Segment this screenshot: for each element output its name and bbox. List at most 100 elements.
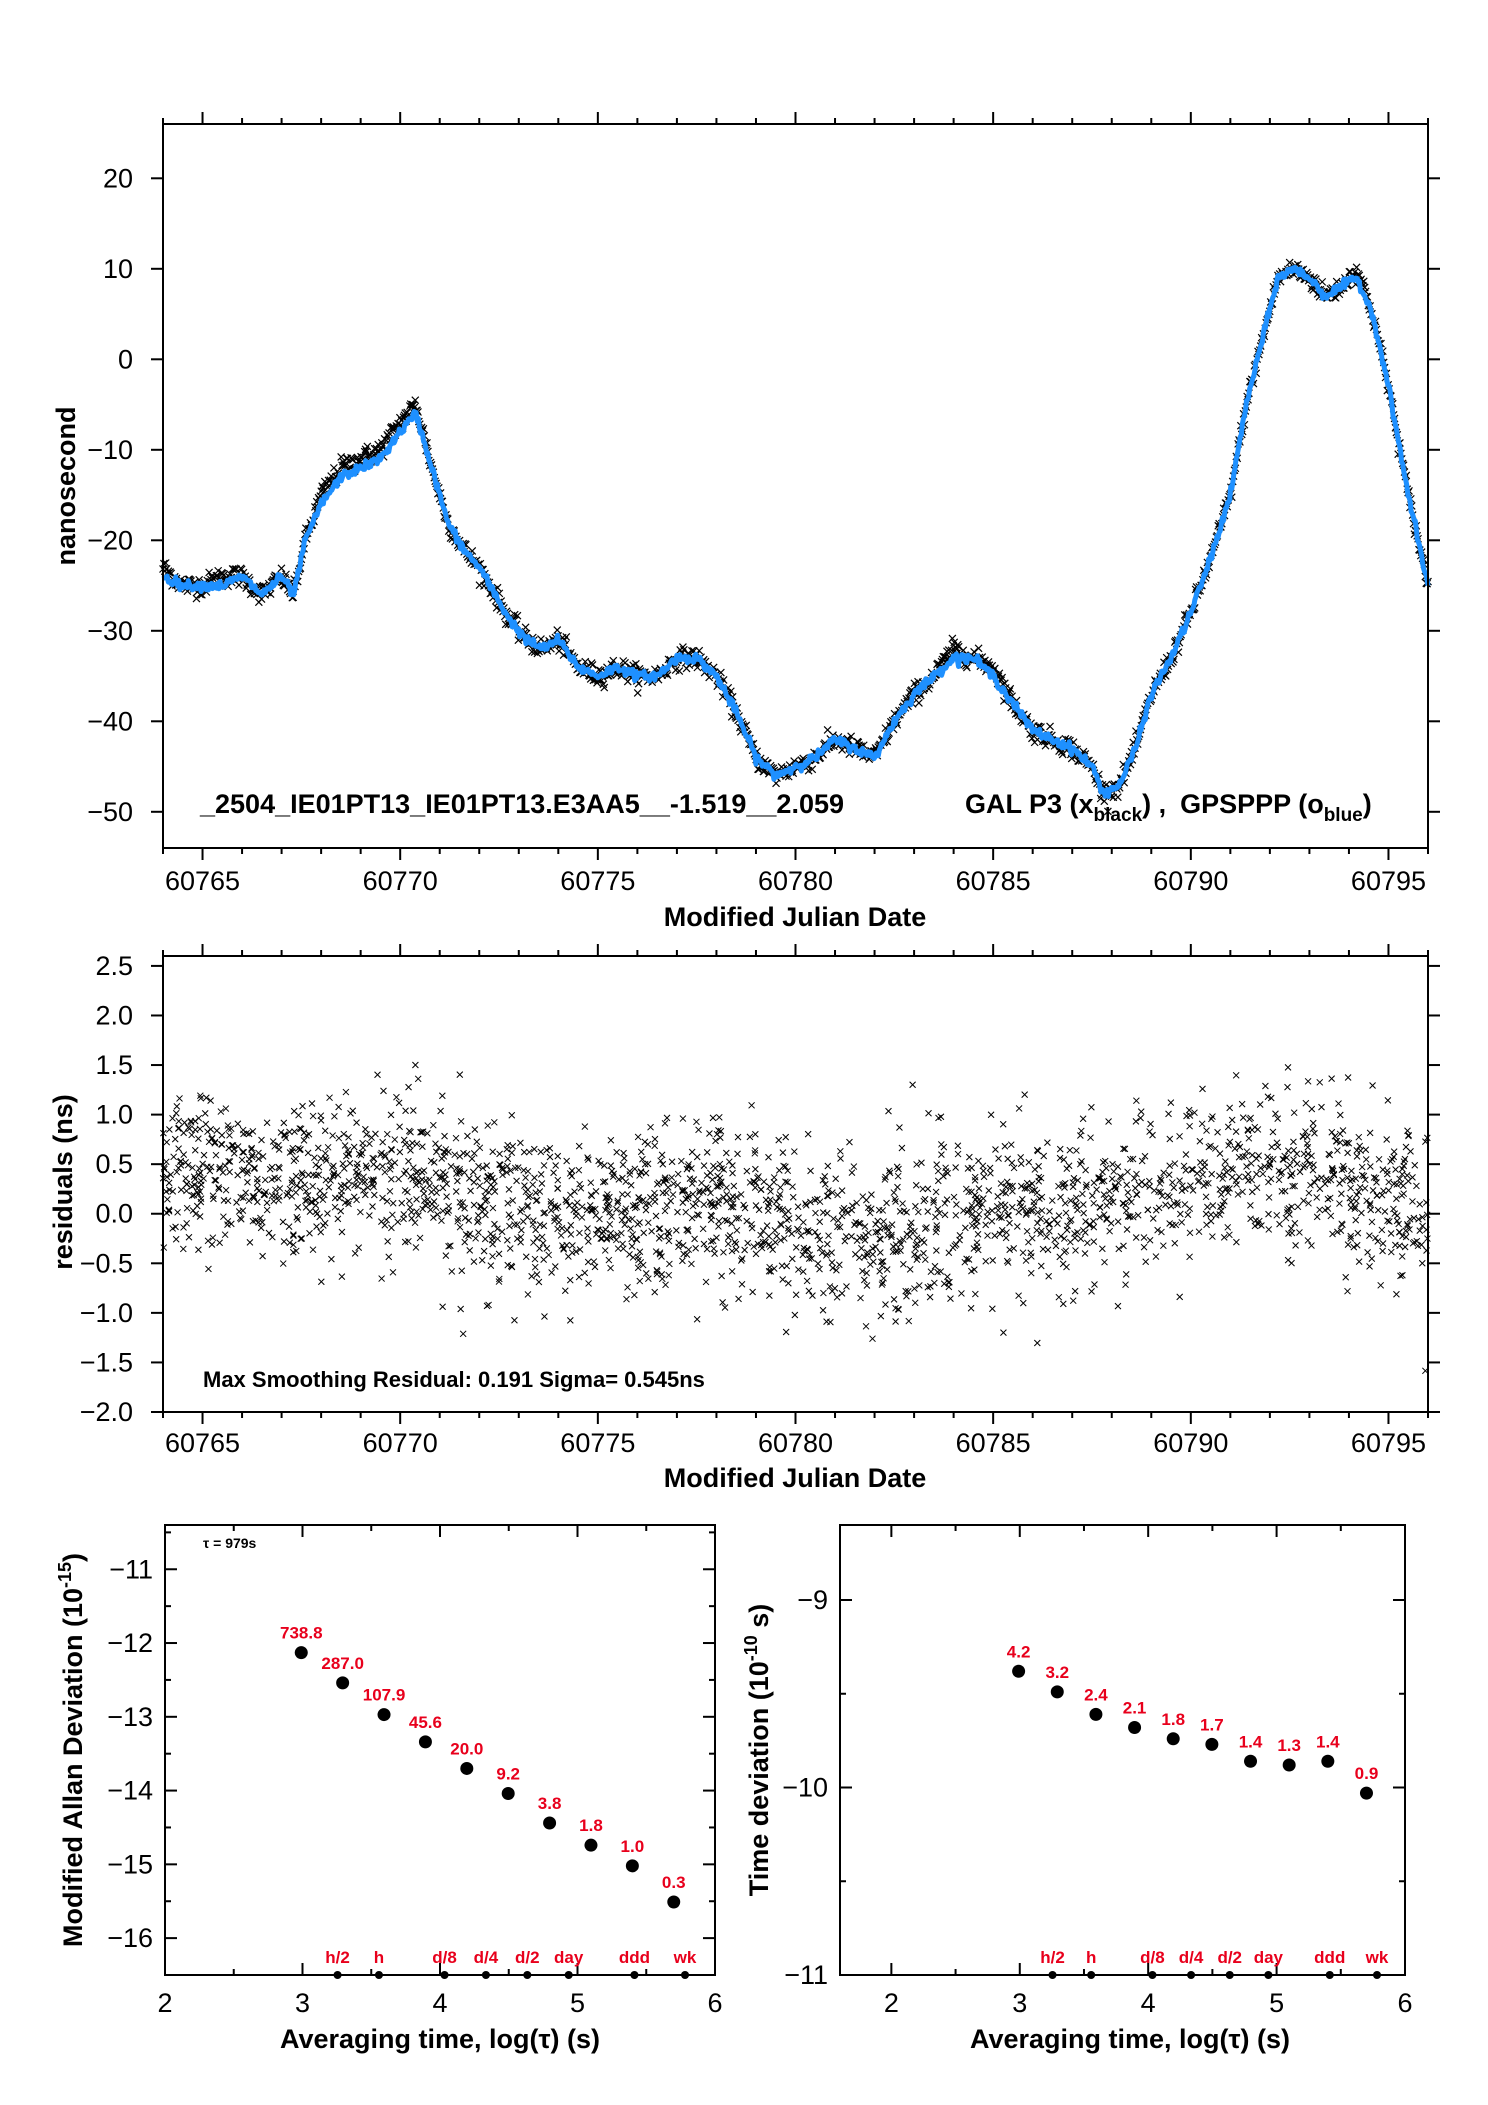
tdev-x-tick-label: 6 <box>1397 1988 1412 2018</box>
mdev-point <box>501 1787 515 1801</box>
gal-p3-point <box>377 438 386 447</box>
tdev-interval-label: d/8 <box>1140 1948 1165 1967</box>
phase-x-tick-label: 60775 <box>560 866 635 896</box>
tdev-point-label: 3.2 <box>1045 1663 1069 1682</box>
gal-p3-point <box>513 611 522 620</box>
phase-x-tick-label: 60790 <box>1153 866 1228 896</box>
mdev-interval-marker <box>564 1971 573 1979</box>
residuals-x-tick-label: 60765 <box>165 1428 240 1458</box>
phase-y-tick-label: −30 <box>87 616 133 646</box>
phase-y-tick-label: 20 <box>103 163 133 193</box>
tdev-interval-label: d/2 <box>1217 1948 1242 1967</box>
gal-p3-point <box>229 565 238 574</box>
tdev-point-label: 1.4 <box>1239 1732 1263 1751</box>
phase-x-tick-label: 60765 <box>165 866 240 896</box>
mdev-point <box>543 1816 557 1830</box>
tdev-point-label: 1.4 <box>1316 1732 1340 1751</box>
tdev-point <box>1282 1758 1296 1772</box>
tdev-y-tick-label: −10 <box>782 1773 828 1803</box>
mdev-interval-label: wk <box>673 1948 697 1967</box>
mdev-x-tick-label: 3 <box>295 1988 310 2018</box>
tdev-point <box>1128 1721 1142 1734</box>
mdev-point <box>294 1646 308 1660</box>
tdev-point <box>1012 1664 1026 1678</box>
tdev-point-label: 2.4 <box>1084 1685 1108 1704</box>
residuals-x-tick-label: 60780 <box>758 1428 833 1458</box>
tdev-interval-marker <box>1264 1971 1273 1979</box>
gal-p3-point <box>675 667 684 675</box>
phase-x-tick-label: 60780 <box>758 866 833 896</box>
gal-p3-point <box>214 566 223 575</box>
mdev-point-label: 1.0 <box>621 1837 645 1856</box>
mdev-point <box>460 1761 474 1775</box>
residuals-y-tick-label: −2.0 <box>80 1397 133 1427</box>
mdev-y-tick-label: −13 <box>107 1702 153 1732</box>
mdev-point <box>377 1708 391 1722</box>
gal-p3-point <box>609 656 618 665</box>
mdev-x-title: Averaging time, log(τ) (s) <box>280 2024 600 2054</box>
mdev-point <box>336 1676 350 1690</box>
mdev-point-label: 1.8 <box>579 1816 603 1835</box>
tdev-interval-marker <box>1048 1971 1057 1979</box>
residuals-y-title: residuals (ns) <box>48 1094 78 1270</box>
gal-p3-point <box>562 633 571 641</box>
phase-y-tick-label: −50 <box>87 797 133 827</box>
phase-x-tick-label: 60770 <box>363 866 438 896</box>
mdev-interval-marker <box>630 1971 639 1979</box>
mdev-point-label: 9.2 <box>496 1765 520 1784</box>
phase-y-tick-label: −20 <box>87 525 133 555</box>
gal-p3-point <box>808 765 817 774</box>
mdev-point-label: 3.8 <box>538 1794 562 1813</box>
gal-p3-point <box>208 574 217 582</box>
tdev-x-tick-label: 2 <box>884 1988 899 2018</box>
tdev-point <box>1205 1737 1219 1751</box>
mdev-x-tick-label: 2 <box>157 1988 172 2018</box>
residuals-x-tick-label: 60775 <box>560 1428 635 1458</box>
gal-p3-point <box>633 689 642 697</box>
mdev-x-tick-label: 5 <box>570 1988 585 2018</box>
residuals-y-tick-label: 1.0 <box>95 1100 133 1130</box>
gal-p3-point <box>360 447 369 456</box>
tdev-point-label: 1.8 <box>1161 1710 1185 1729</box>
residuals-y-tick-label: 0.0 <box>95 1199 133 1229</box>
gal-p3-point <box>581 657 590 666</box>
gal-p3-point <box>378 441 387 450</box>
phase-id-annotation: _2504_IE01PT13_IE01PT13.E3AA5__-1.519__2… <box>199 789 844 819</box>
residuals-y-tick-label: 2.5 <box>95 951 133 981</box>
mdev-interval-label: ddd <box>619 1948 650 1967</box>
mdev-point <box>418 1735 432 1749</box>
mdev-point-label: 738.8 <box>280 1624 323 1643</box>
residuals-y-tick-label: −1.5 <box>80 1347 133 1377</box>
tdev-point-label: 0.9 <box>1355 1764 1379 1783</box>
mdev-y-tick-label: −16 <box>107 1923 153 1953</box>
tdev-interval-marker <box>1187 1971 1196 1979</box>
mdev-interval-label: d/4 <box>474 1948 499 1967</box>
tdev-y-tick-label: −9 <box>797 1585 828 1615</box>
mdev-interval-marker <box>333 1971 342 1979</box>
gal-p3-point <box>587 659 596 667</box>
mdev-point-label: 287.0 <box>321 1654 364 1673</box>
phase-x-tick-label: 60795 <box>1351 866 1426 896</box>
tdev-point <box>1166 1732 1180 1746</box>
tdev-interval-label: wk <box>1365 1948 1389 1967</box>
phase-panel: 60765 60770 60775 60780 60785 60790 60795 −50 −4… <box>51 112 1440 932</box>
tdev-x-tick-label: 3 <box>1012 1988 1027 2018</box>
tdev-interval-label: day <box>1254 1948 1284 1967</box>
tdev-interval-marker <box>1087 1971 1096 1979</box>
mdev-y-tick-label: −15 <box>107 1849 153 1879</box>
gal-p3-point <box>277 564 286 573</box>
phase-y-tick-label: −40 <box>87 706 133 736</box>
tdev-interval-marker <box>1225 1971 1234 1979</box>
mdev-x-tick-label: 4 <box>432 1988 447 2018</box>
mdev-interval-label: d/8 <box>432 1948 457 1967</box>
mdev-point <box>625 1859 639 1873</box>
mdev-x-tick-label: 6 <box>707 1988 722 2018</box>
residuals-y-tick-label: 0.5 <box>95 1149 133 1179</box>
tdev-interval-marker <box>1325 1971 1334 1979</box>
gal-p3-point <box>588 661 597 669</box>
mdev-y-title: Modified Allan Deviation (10-15) <box>55 1553 88 1947</box>
gal-p3-point <box>363 442 372 451</box>
mdev-interval-marker <box>681 1971 690 1979</box>
residuals-x-tick-label: 60785 <box>956 1428 1031 1458</box>
residuals-x-tick-label: 60795 <box>1351 1428 1426 1458</box>
